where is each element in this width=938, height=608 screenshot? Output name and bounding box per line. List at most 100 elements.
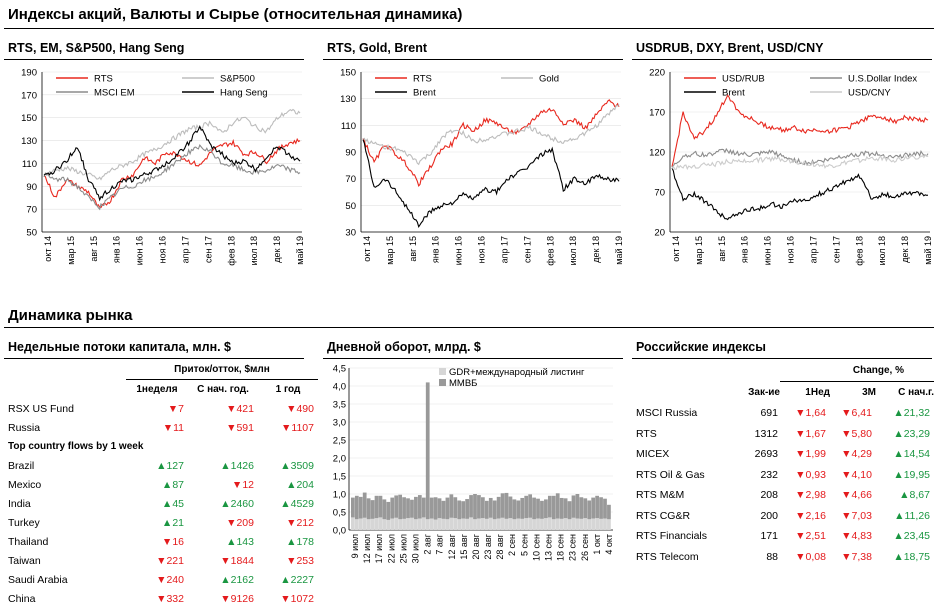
bar-gdr [567, 519, 572, 530]
x-tick-label: мар 15 [385, 236, 395, 265]
indices-col-week: 1Нед [805, 386, 830, 398]
series-line [43, 125, 301, 202]
bar-micex [382, 499, 387, 520]
value-down: ▼1,64 [795, 407, 826, 420]
value-down: ▼7,03 [841, 509, 872, 522]
bar-micex [453, 497, 458, 519]
value-up: ▲2162 [220, 573, 254, 586]
bar-gdr [378, 517, 383, 530]
value-down: ▼4,10 [841, 468, 872, 481]
bar-micex [607, 504, 611, 520]
flows-table: Приток/отток, $млн 1неделя С нач. год. 1… [8, 360, 318, 608]
chart3-title: USDRUB, DXY, Brent, USD/CNY [636, 41, 824, 55]
close-value: 232 [760, 468, 778, 481]
bar-gdr [402, 518, 406, 530]
x-tick-label: 15 авг [459, 533, 469, 559]
bar-gdr [500, 517, 505, 530]
flows-col-ytd: С нач. год. [197, 384, 249, 395]
bar-gdr [406, 518, 410, 530]
value-up: ▲143 [226, 535, 254, 548]
bar-micex [362, 492, 367, 518]
value-down: ▼0,08 [795, 550, 826, 563]
value-down: ▼240 [156, 573, 184, 586]
x-tick-label: июл 18 [249, 236, 259, 265]
bar-gdr [390, 518, 395, 530]
y-tick-label: 220 [649, 68, 665, 79]
bar-gdr [398, 519, 403, 530]
bar-gdr [488, 517, 493, 530]
flows-subheader: Top country flows by 1 week [8, 441, 144, 452]
flows-col-year: 1 год [275, 384, 301, 395]
bar-gdr [441, 518, 446, 530]
bar-gdr [437, 518, 442, 530]
value-down: ▼2,98 [795, 489, 826, 502]
bar-gdr [540, 518, 544, 530]
value-down: ▼1072 [280, 592, 314, 605]
indices-table: Change, % Зак-ие 1Нед 3М С нач.г. MSCI R… [636, 360, 934, 567]
x-tick-label: апр 17 [499, 236, 509, 263]
row-label: Thailand [8, 535, 49, 548]
y-tick-label: 130 [340, 94, 356, 105]
value-down: ▼0,93 [795, 468, 826, 481]
bar-micex [603, 498, 607, 519]
bar-gdr [370, 518, 375, 530]
bar-gdr [575, 518, 580, 530]
value-up: ▲21 [161, 516, 184, 529]
bar-micex [374, 495, 379, 519]
bar-micex [449, 494, 454, 518]
bar-micex [473, 494, 477, 520]
x-tick-label: 30 июл [410, 534, 420, 563]
x-tick-label: 23 авг [483, 533, 493, 559]
y-tick-label: 110 [341, 121, 356, 132]
y-tick-label: 20 [654, 228, 665, 239]
bar-micex [461, 501, 466, 519]
bar-gdr [516, 518, 521, 530]
bar-gdr [536, 518, 540, 530]
turnover-title: Дневной оборот, млрд. $ [327, 340, 481, 354]
bar-micex [500, 493, 505, 518]
x-tick-label: июн 16 [763, 236, 773, 265]
table-row: RTS CG&R 200 ▼2,16 ▼7,03 ▲11,26 [636, 506, 934, 527]
value-down: ▼1844 [220, 554, 254, 567]
y-tick-label: 0,0 [333, 526, 346, 537]
x-tick-label: янв 16 [112, 236, 122, 263]
row-label: MICEX [636, 448, 670, 461]
table-row: Thailand ▼16 ▲143 ▲178 [8, 532, 318, 551]
indices-group-header: Change, % [780, 360, 934, 382]
bar-gdr [374, 518, 379, 530]
series-line [362, 139, 620, 228]
chart-daily-turnover: 4,5 4,0 3,5 3,0 2,5 2,0 1,5 1,0 0,5 0,0 9 июл 12 ию… [333, 364, 614, 564]
indices-col-3m: 3М [862, 386, 876, 398]
x-tick-label: 26 сен [580, 534, 590, 561]
value-up: ▲127 [156, 459, 184, 472]
indices-col-close: Зак-ие [748, 386, 780, 398]
y-tick-label: 50 [345, 201, 356, 212]
value-up: ▲23,45 [893, 530, 930, 543]
table-row: Turkey ▲21 ▼209 ▼212 [8, 513, 318, 532]
x-tick-label: 28 авг [495, 533, 505, 559]
close-value: 88 [766, 550, 778, 563]
bar-micex [457, 500, 462, 520]
bar-micex [512, 499, 517, 520]
flows-table-wrap: Приток/отток, $млн 1неделя С нач. год. 1… [8, 360, 318, 608]
bar-micex [469, 495, 473, 518]
bar-gdr [544, 518, 548, 530]
bar-gdr [496, 518, 501, 530]
series-line [671, 154, 929, 171]
x-tick-label: 4 окт [604, 534, 614, 555]
x-tick-label: мар 15 [66, 236, 76, 265]
row-label: RTS [636, 427, 657, 440]
x-tick-label: май 19 [295, 236, 305, 265]
row-label: Turkey [8, 516, 40, 529]
bar-micex [508, 496, 513, 519]
x-tick-label: фев 18 [545, 236, 555, 266]
bar-gdr [382, 519, 387, 530]
bar-gdr [555, 518, 560, 530]
series-line [43, 143, 301, 211]
x-tick-label: июн 16 [135, 236, 145, 265]
bar-micex [421, 497, 426, 518]
table-row: RTS 1312 ▼1,67 ▼5,80 ▲23,29 [636, 424, 934, 445]
bar-gdr [449, 517, 454, 530]
table-row: Brazil ▲127 ▲1426 ▲3509 [8, 456, 318, 475]
chart2-rule [323, 59, 623, 60]
